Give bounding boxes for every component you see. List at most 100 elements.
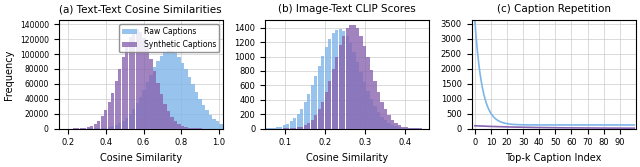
X-axis label: Cosine Similarity: Cosine Similarity	[306, 153, 388, 163]
Bar	[276, 127, 279, 129]
Bar	[314, 76, 317, 129]
Bar	[108, 102, 111, 129]
Bar	[279, 127, 282, 129]
Bar	[356, 29, 360, 129]
Bar	[125, 46, 129, 129]
Bar	[108, 127, 111, 129]
Bar	[317, 66, 321, 129]
Bar	[202, 105, 205, 129]
Bar	[104, 128, 108, 129]
Bar	[160, 94, 163, 129]
Bar	[83, 128, 86, 129]
Title: (c) Caption Repetition: (c) Caption Repetition	[497, 4, 611, 14]
Bar	[317, 109, 321, 129]
Bar	[111, 93, 115, 129]
Bar	[310, 86, 314, 129]
Bar	[391, 125, 394, 129]
Bar	[342, 31, 346, 129]
Bar	[269, 128, 272, 129]
Bar	[415, 128, 419, 129]
Bar	[360, 36, 363, 129]
Bar	[360, 72, 363, 129]
Bar	[146, 47, 149, 129]
Title: (b) Image-Text CLIP Scores: (b) Image-Text CLIP Scores	[278, 4, 416, 14]
Bar	[143, 38, 146, 129]
Bar	[377, 112, 380, 129]
Bar	[328, 39, 332, 129]
Bar	[335, 57, 339, 129]
Bar	[307, 123, 310, 129]
Bar	[349, 43, 353, 129]
Bar	[170, 117, 174, 129]
Bar	[181, 126, 184, 129]
Bar	[181, 63, 184, 129]
Bar	[150, 59, 153, 129]
Bar	[394, 126, 398, 129]
Bar	[79, 128, 83, 129]
Bar	[209, 115, 212, 129]
Bar	[307, 94, 310, 129]
Bar	[265, 128, 269, 129]
Bar	[177, 57, 181, 129]
Bar	[93, 124, 97, 129]
Bar	[163, 52, 167, 129]
X-axis label: Cosine Similarity: Cosine Similarity	[100, 153, 182, 163]
Bar	[321, 56, 324, 129]
Bar	[122, 121, 125, 129]
Bar	[184, 69, 188, 129]
Bar	[272, 128, 275, 129]
Bar	[367, 91, 370, 129]
Bar	[367, 57, 370, 129]
Bar	[118, 123, 122, 129]
Bar	[97, 128, 100, 129]
Bar	[394, 123, 398, 129]
Title: (a) Text-Text Cosine Similarities: (a) Text-Text Cosine Similarities	[60, 4, 222, 14]
Bar	[303, 102, 307, 129]
Bar	[401, 127, 405, 129]
Bar	[150, 75, 153, 129]
Bar	[332, 69, 335, 129]
Bar	[191, 84, 195, 129]
Bar	[174, 121, 177, 129]
Bar	[314, 115, 317, 129]
Bar	[195, 128, 198, 129]
X-axis label: Top-k Caption Index: Top-k Caption Index	[506, 153, 602, 163]
Bar	[353, 52, 356, 129]
Bar	[216, 122, 220, 129]
Bar	[300, 127, 303, 129]
Bar	[188, 128, 191, 129]
Bar	[303, 125, 307, 129]
Bar	[370, 99, 373, 129]
Bar	[86, 127, 90, 129]
Bar	[76, 128, 79, 129]
Bar	[370, 69, 373, 129]
Bar	[408, 128, 412, 129]
Bar	[205, 110, 209, 129]
Bar	[374, 106, 377, 129]
Bar	[387, 123, 391, 129]
Bar	[139, 97, 142, 129]
Bar	[170, 51, 174, 129]
Bar	[111, 126, 115, 129]
Bar	[93, 128, 97, 129]
Bar	[398, 127, 401, 129]
Bar	[156, 61, 160, 129]
Bar	[195, 92, 198, 129]
Bar	[115, 81, 118, 129]
Bar	[125, 118, 129, 129]
Bar	[184, 127, 188, 129]
Bar	[408, 128, 412, 129]
Bar	[328, 81, 332, 129]
Bar	[356, 61, 360, 129]
Bar	[391, 120, 394, 129]
Bar	[296, 127, 300, 129]
Bar	[332, 33, 335, 129]
Bar	[401, 128, 405, 129]
Bar	[129, 37, 132, 129]
Bar	[405, 127, 408, 129]
Bar	[293, 128, 296, 129]
Bar	[363, 81, 366, 129]
Bar	[310, 120, 314, 129]
Bar	[384, 109, 387, 129]
Bar	[163, 104, 167, 129]
